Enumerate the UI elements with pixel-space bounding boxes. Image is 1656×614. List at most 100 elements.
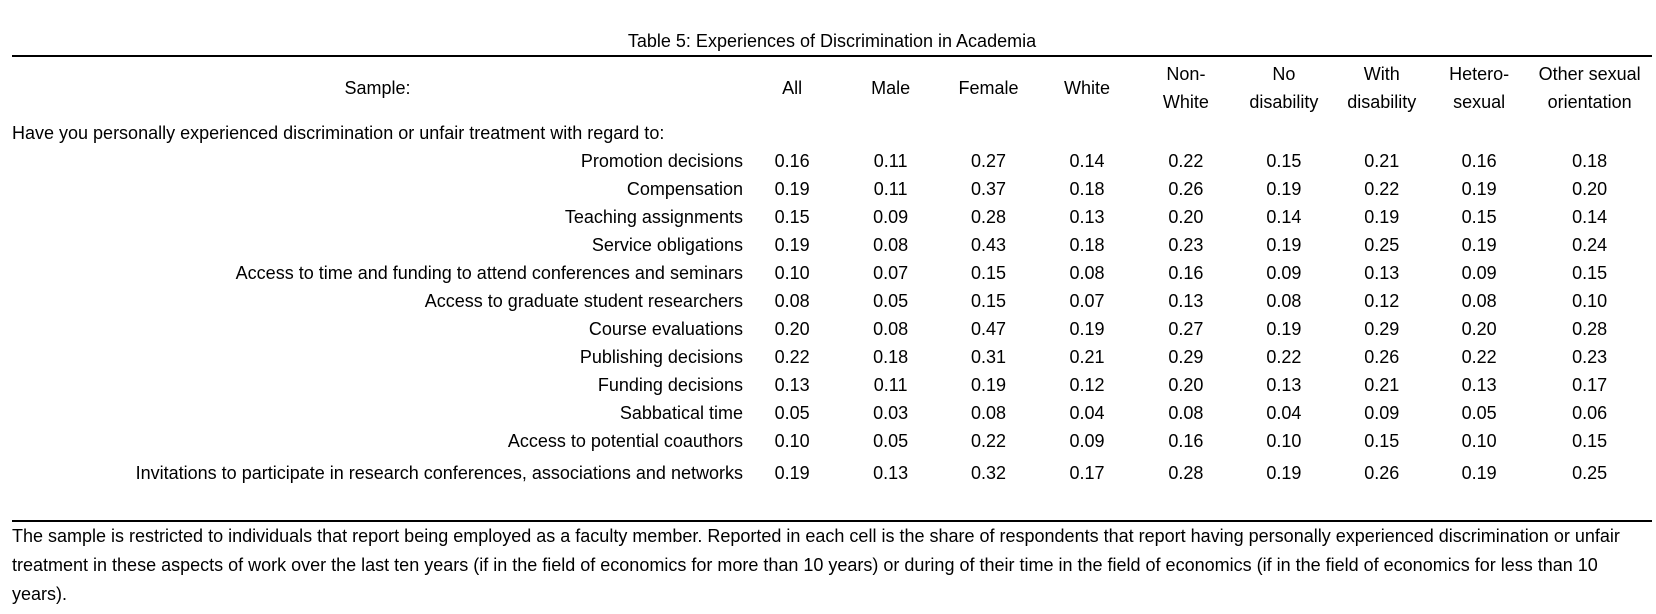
table-row: Access to graduate student researchers 0.… <box>12 287 1652 315</box>
row-label: Access to potential coauthors <box>507 431 743 451</box>
cell-value: 0.21 <box>1364 375 1400 395</box>
table-row: Access to time and funding to attend con… <box>12 259 1652 287</box>
row-label: Promotion decisions <box>580 151 743 171</box>
cell-value: 0.17 <box>1069 463 1105 483</box>
cell-value: 0.27 <box>971 151 1007 171</box>
column-header-female: Female <box>958 78 1019 98</box>
cell-value: 0.08 <box>774 291 810 311</box>
table-row: Publishing decisions 0.22 0.18 0.31 0.21 0.29… <box>12 343 1652 371</box>
cell-value: 0.04 <box>1266 403 1302 423</box>
cell-value: 0.05 <box>873 431 909 451</box>
cell-value: 0.14 <box>1266 207 1302 227</box>
table-row: Invitations to participate in research c… <box>12 455 1652 491</box>
cell-value: 0.19 <box>1069 319 1105 339</box>
cell-value: 0.10 <box>774 263 810 283</box>
cell-value: 0.13 <box>1461 375 1497 395</box>
cell-value: 0.19 <box>1266 179 1302 199</box>
table-row: Service obligations 0.19 0.08 0.43 0.18 0.23 0… <box>12 231 1652 259</box>
cell-value: 0.27 <box>1168 319 1204 339</box>
row-label: Publishing decisions <box>579 347 743 367</box>
cell-value: 0.14 <box>1069 151 1105 171</box>
header-row: Sample: All Male Female White Non- White … <box>12 57 1652 119</box>
cell-value: 0.13 <box>1069 207 1105 227</box>
cell-value: 0.19 <box>774 463 810 483</box>
cell-value: 0.25 <box>1572 463 1608 483</box>
cell-value: 0.07 <box>1069 291 1105 311</box>
row-label: Teaching assignments <box>564 207 743 227</box>
cell-value: 0.10 <box>1266 431 1302 451</box>
cell-value: 0.19 <box>1266 463 1302 483</box>
cell-value: 0.06 <box>1572 403 1608 423</box>
cell-value: 0.11 <box>873 151 908 171</box>
discrimination-table: Sample: All Male Female White Non- White … <box>12 57 1652 491</box>
cell-value: 0.22 <box>1364 179 1400 199</box>
cell-value: 0.12 <box>1069 375 1105 395</box>
cell-value: 0.18 <box>1069 235 1105 255</box>
cell-value: 0.05 <box>873 291 909 311</box>
table-row: Compensation 0.19 0.11 0.37 0.18 0.26 0.19 0.22… <box>12 175 1652 203</box>
table-note: The sample is restricted to individuals … <box>12 526 1620 604</box>
cell-value: 0.16 <box>1168 263 1204 283</box>
cell-value: 0.15 <box>1266 151 1302 171</box>
cell-value: 0.05 <box>1461 403 1497 423</box>
cell-value: 0.08 <box>1461 291 1497 311</box>
cell-value: 0.15 <box>1572 431 1608 451</box>
cell-value: 0.20 <box>1461 319 1497 339</box>
cell-value: 0.10 <box>774 431 810 451</box>
cell-value: 0.16 <box>774 151 810 171</box>
cell-value: 0.10 <box>1461 431 1497 451</box>
table-row: Promotion decisions 0.16 0.11 0.27 0.14 0.22 0… <box>12 147 1652 175</box>
cell-value: 0.15 <box>774 207 810 227</box>
cell-value: 0.08 <box>1069 263 1105 283</box>
question-row: Have you personally experienced discrimi… <box>12 119 1652 147</box>
bottom-rule <box>12 520 1652 522</box>
cell-value: 0.26 <box>1364 347 1400 367</box>
row-label: Invitations to participate in research c… <box>135 463 743 483</box>
cell-value: 0.21 <box>1364 151 1400 171</box>
cell-value: 0.23 <box>1168 235 1204 255</box>
cell-value: 0.08 <box>971 403 1007 423</box>
cell-value: 0.15 <box>971 263 1007 283</box>
column-header-male: Male <box>871 78 911 98</box>
cell-value: 0.12 <box>1364 291 1400 311</box>
cell-value: 0.28 <box>971 207 1007 227</box>
cell-value: 0.20 <box>774 319 810 339</box>
cell-value: 0.09 <box>1266 263 1302 283</box>
question-text: Have you personally experienced discrimi… <box>12 123 665 143</box>
row-label: Compensation <box>626 179 743 199</box>
cell-value: 0.15 <box>1461 207 1497 227</box>
cell-value: 0.08 <box>873 319 909 339</box>
column-header-all: All <box>782 78 803 98</box>
table-row: Access to potential coauthors 0.10 0.05 0.2… <box>12 427 1652 455</box>
cell-value: 0.15 <box>1364 431 1400 451</box>
cell-value: 0.18 <box>1069 179 1105 199</box>
cell-value: 0.32 <box>971 463 1007 483</box>
row-label: Access to graduate student researchers <box>424 291 743 311</box>
cell-value: 0.25 <box>1364 235 1400 255</box>
cell-value: 0.18 <box>873 347 909 367</box>
cell-value: 0.13 <box>873 463 909 483</box>
sample-label: Sample: <box>344 78 411 98</box>
cell-value: 0.19 <box>1461 179 1497 199</box>
cell-value: 0.47 <box>971 319 1007 339</box>
row-label: Course evaluations <box>588 319 743 339</box>
cell-value: 0.43 <box>971 235 1007 255</box>
cell-value: 0.13 <box>1364 263 1400 283</box>
cell-value: 0.08 <box>1168 403 1204 423</box>
cell-value: 0.09 <box>1364 403 1400 423</box>
column-header-other-sexual-orientation: Other sexual orientation <box>1538 64 1641 112</box>
cell-value: 0.03 <box>873 403 909 423</box>
cell-value: 0.19 <box>774 235 810 255</box>
cell-value: 0.16 <box>1461 151 1497 171</box>
cell-value: 0.18 <box>1572 151 1608 171</box>
cell-value: 0.23 <box>1572 347 1608 367</box>
cell-value: 0.13 <box>1266 375 1302 395</box>
cell-value: 0.31 <box>971 347 1007 367</box>
cell-value: 0.28 <box>1572 319 1608 339</box>
cell-value: 0.07 <box>873 263 909 283</box>
cell-value: 0.19 <box>1364 207 1400 227</box>
top-rule <box>12 55 1652 57</box>
column-header-with-disability: With disability <box>1347 64 1417 112</box>
table-row: Teaching assignments 0.15 0.09 0.28 0.13 0.20… <box>12 203 1652 231</box>
cell-value: 0.14 <box>1572 207 1608 227</box>
